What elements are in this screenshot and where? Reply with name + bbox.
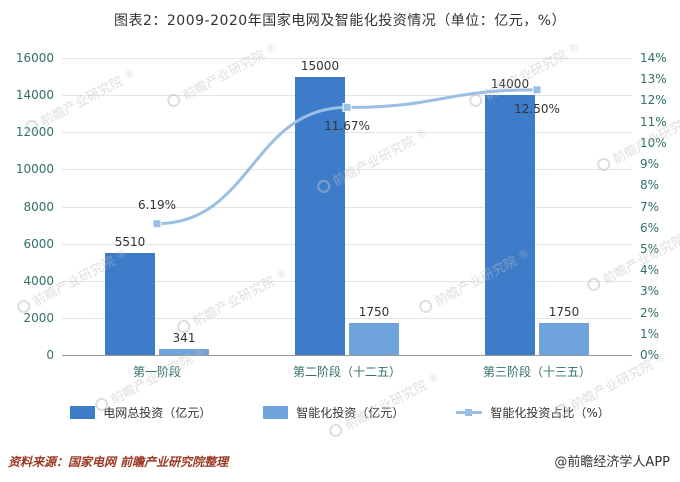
y-axis-left-tick: 14000 (15, 88, 54, 103)
gridline (62, 169, 632, 171)
legend-swatch-grid-total (70, 406, 96, 419)
y-axis-left-tick: 8000 (23, 199, 54, 214)
gridline (62, 95, 632, 97)
y-axis-right-tick: 12% (640, 93, 667, 108)
gridline (62, 280, 632, 282)
y-axis-left-tick: 16000 (15, 51, 54, 65)
bar-value-label: 5510 (114, 234, 146, 249)
watermark-logo-icon (326, 421, 345, 440)
app-credit: @前瞻经济学人APP (554, 455, 670, 470)
legend-swatch-smart (263, 406, 289, 419)
legend-item-smart-investment[interactable]: 智能化投资（亿元） (263, 404, 404, 421)
legend-line-marker (456, 406, 483, 419)
y-axis-right-tick: 7% (640, 199, 660, 214)
bar-smart-2 (539, 322, 589, 355)
line-point-marker (152, 219, 162, 229)
line-value-label: 6.19% (137, 197, 177, 212)
watermark: 前瞻产业研究院® (594, 101, 680, 175)
line-value-label: 12.50% (514, 101, 560, 116)
gridline (62, 355, 632, 356)
y-axis-right-tick: 10% (640, 135, 667, 150)
legend-item-smart-share[interactable]: 智能化投资占比（%） (456, 404, 610, 421)
y-axis-right-tick: 9% (640, 157, 660, 172)
bar-value-label: 1750 (548, 304, 580, 319)
y-axis-left-tick: 0 (46, 348, 54, 362)
bar-smart-0 (159, 348, 209, 355)
legend-label-grid-total: 电网总投资（亿元） (103, 406, 212, 420)
watermark-logo-icon (594, 155, 613, 174)
y-axis-right-tick: 5% (640, 241, 660, 256)
chart-title: 图表2：2009-2020年国家电网及智能化投资情况（单位：亿元，%） (113, 13, 567, 29)
y-axis-right-tick: 13% (640, 72, 667, 87)
watermark: 前瞻产业研究院® (174, 263, 291, 337)
y-axis-right-tick: 3% (640, 284, 660, 299)
bar-value-label: 341 (172, 330, 196, 345)
bar-value-label: 14000 (490, 77, 530, 92)
watermark: 前瞻产业研究院® (164, 37, 281, 111)
x-axis-category: 第二阶段（十二五） (292, 365, 401, 379)
bar-value-label: 15000 (300, 58, 340, 73)
y-axis-left-tick: 6000 (23, 236, 54, 251)
watermark: 前瞻产业研究院® (584, 221, 680, 295)
y-axis-left-tick: 2000 (23, 310, 54, 325)
y-axis-left-tick: 12000 (15, 125, 54, 140)
gridline (62, 317, 632, 319)
x-axis-category: 第三阶段（十三五） (482, 365, 591, 379)
bar-smart-1 (349, 322, 399, 355)
watermark-logo-icon (416, 297, 435, 316)
bar-grid-total-0 (105, 252, 155, 355)
bar-grid-total-1 (295, 76, 345, 355)
line-value-label: 11.67% (324, 119, 370, 134)
legend-item-grid-total-investment[interactable]: 电网总投资（亿元） (70, 404, 211, 421)
y-axis-right-tick: 0% (640, 348, 660, 362)
y-axis-right-tick: 1% (640, 326, 660, 341)
y-axis-left-tick: 4000 (23, 273, 54, 288)
legend-line-dot (465, 409, 473, 416)
legend-label-smart: 智能化投资（亿元） (296, 406, 405, 420)
y-axis-left-tick: 10000 (15, 162, 54, 177)
gridline (62, 243, 632, 245)
watermark-logo-icon (584, 275, 603, 294)
y-axis-right-tick: 6% (640, 220, 660, 235)
gridline (62, 58, 632, 59)
x-axis-category: 第一阶段 (132, 365, 181, 379)
y-axis-right-tick: 8% (640, 178, 660, 193)
y-axis-right-tick: 14% (640, 51, 667, 65)
y-axis-right-tick: 2% (640, 305, 660, 320)
y-axis-right-tick: 4% (640, 263, 660, 278)
legend-label-smart-share: 智能化投资占比（%） (490, 406, 610, 420)
y-axis-right-tick: 11% (640, 114, 667, 129)
bar-grid-total-2 (485, 95, 535, 355)
data-source-note: 资料来源：国家电网 前瞻产业研究院整理 (8, 455, 229, 469)
legend: 电网总投资（亿元） 智能化投资（亿元） 智能化投资占比（%） (0, 404, 680, 421)
bar-value-label: 1750 (358, 304, 390, 319)
